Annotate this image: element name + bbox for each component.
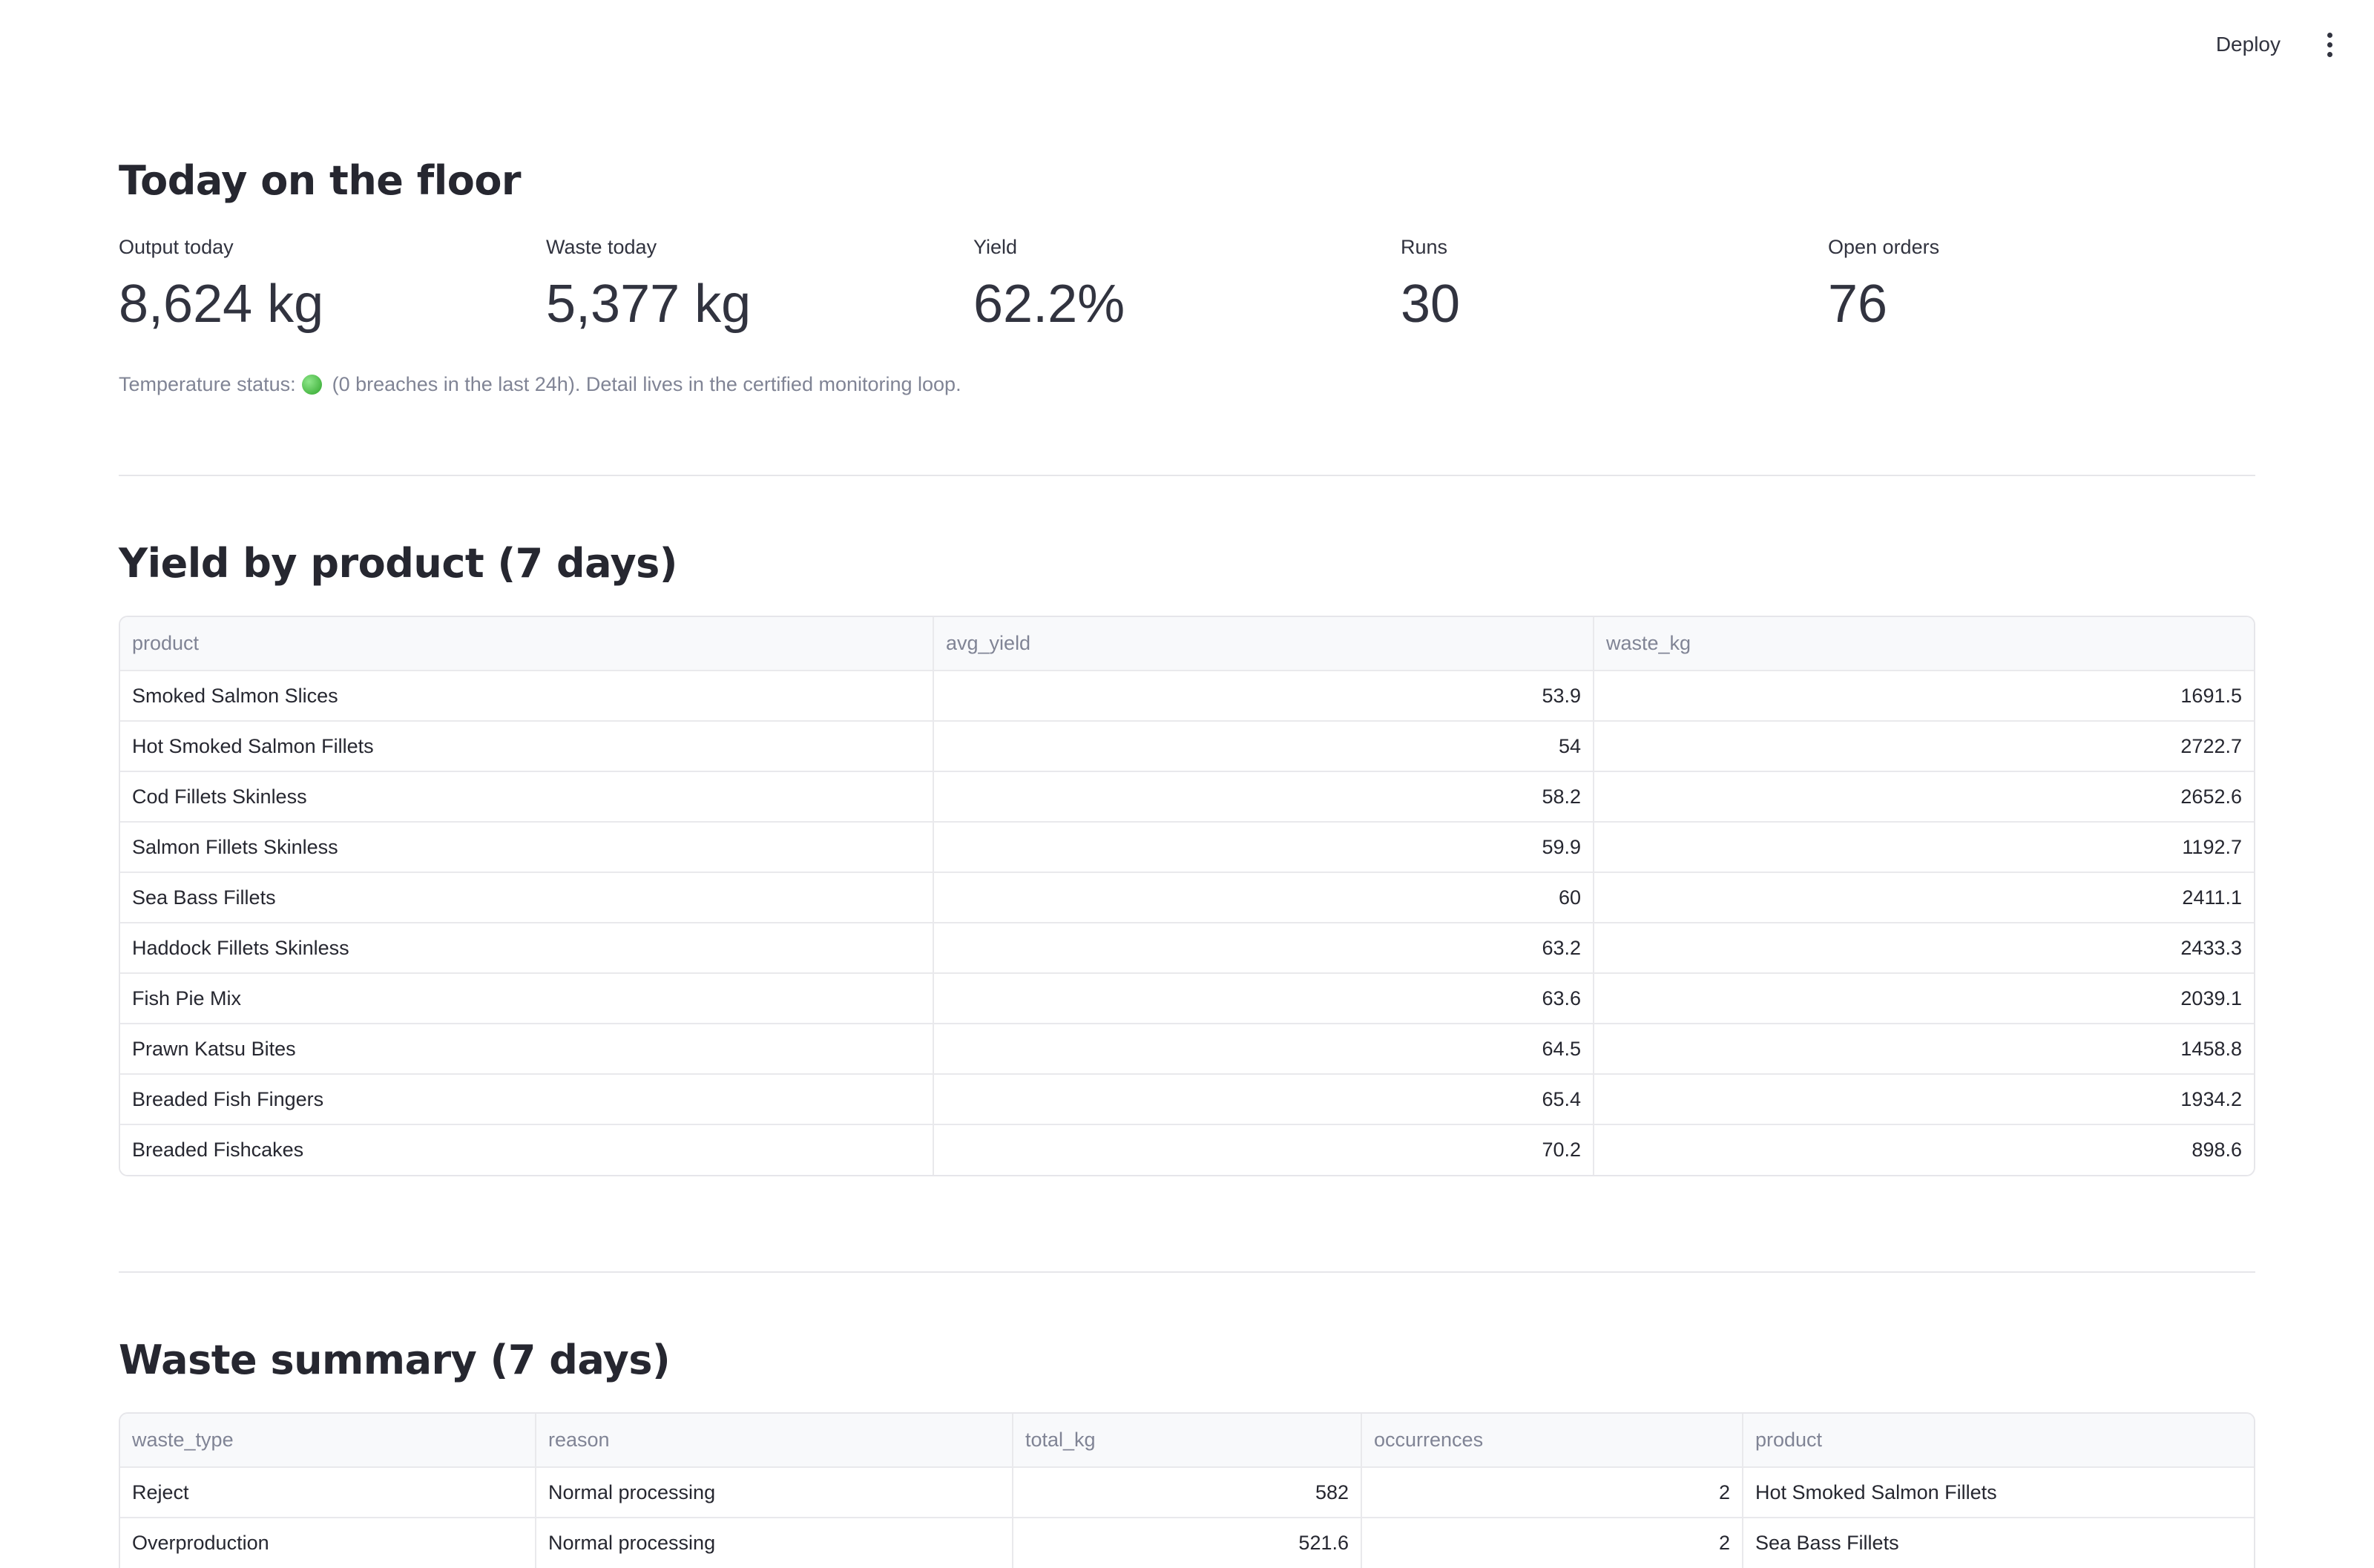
table-row: Breaded Fishcakes 70.2 898.6	[120, 1124, 2254, 1175]
table-cell[interactable]: 2411.1	[1594, 872, 2254, 923]
column-header-avg-yield[interactable]: avg_yield	[933, 617, 1594, 671]
yield-table[interactable]: product avg_yield waste_kg Smoked Salmon…	[119, 616, 2255, 1176]
metric-runs: Runs 30	[1401, 236, 1828, 331]
table-cell[interactable]: Haddock Fillets Skinless	[120, 923, 934, 974]
table-cell[interactable]: Sea Bass Fillets	[120, 872, 934, 923]
table-row: Fish Pie Mix 63.6 2039.1	[120, 973, 2254, 1024]
table-cell[interactable]: 70.2	[933, 1124, 1594, 1175]
waste-table-title: Waste summary (7 days)	[119, 1337, 671, 1383]
table-cell[interactable]: Salmon Fillets Skinless	[120, 822, 934, 873]
yield-table-title: Yield by product (7 days)	[119, 540, 677, 587]
kebab-dot	[2327, 32, 2332, 38]
today-title: Today on the floor	[119, 157, 522, 204]
kebab-dot	[2327, 51, 2332, 57]
table-cell[interactable]: Breaded Fishcakes	[120, 1124, 934, 1175]
table-cell[interactable]: Smoked Salmon Slices	[120, 671, 934, 722]
table-cell[interactable]: 582	[1013, 1467, 1362, 1518]
table-row: Cod Fillets Skinless 58.2 2652.6	[120, 771, 2254, 823]
table-cell[interactable]: 521.6	[1013, 1518, 1362, 1568]
column-header-product[interactable]: product	[1743, 1414, 2254, 1468]
table-cell[interactable]: 2	[1361, 1518, 1743, 1568]
metric-value: 62.2%	[973, 274, 1125, 334]
metric-output: Output today 8,624 kg	[119, 236, 546, 331]
table-cell[interactable]: 60	[933, 872, 1594, 923]
table-row: Prawn Katsu Bites 64.5 1458.8	[120, 1024, 2254, 1075]
column-header-waste-kg[interactable]: waste_kg	[1594, 617, 2254, 671]
kebab-dot	[2327, 42, 2332, 47]
column-header-waste-type[interactable]: waste_type	[120, 1414, 536, 1468]
table-cell[interactable]: 58.2	[933, 771, 1594, 823]
table-cell[interactable]: 64.5	[933, 1024, 1594, 1075]
metric-open-orders: Open orders 76	[1828, 236, 2255, 331]
table-cell[interactable]: 898.6	[1594, 1124, 2254, 1175]
table-cell[interactable]: Breaded Fish Fingers	[120, 1074, 934, 1125]
column-header-reason[interactable]: reason	[536, 1414, 1013, 1468]
table-header-row: product avg_yield waste_kg	[120, 617, 2254, 671]
table-row: Hot Smoked Salmon Fillets 54 2722.7	[120, 721, 2254, 772]
metric-label: Open orders	[1828, 236, 1940, 258]
table-row: Haddock Fillets Skinless 63.2 2433.3	[120, 923, 2254, 974]
table-cell[interactable]: 2722.7	[1594, 721, 2254, 772]
table-cell[interactable]: 2039.1	[1594, 973, 2254, 1024]
table-row: Sea Bass Fillets 60 2411.1	[120, 872, 2254, 923]
temperature-status-caption: Temperature status: (0 breaches in the l…	[119, 373, 961, 396]
table-cell[interactable]: 1691.5	[1594, 671, 2254, 722]
waste-table[interactable]: waste_type reason total_kg occurrences p…	[119, 1412, 2255, 1568]
temperature-status-detail: (0 breaches in the last 24h). Detail liv…	[332, 373, 961, 395]
table-cell[interactable]: 1458.8	[1594, 1024, 2254, 1075]
metrics-row: Output today 8,624 kg Waste today 5,377 …	[119, 236, 2255, 331]
divider	[119, 1271, 2255, 1273]
table-cell[interactable]: 63.2	[933, 923, 1594, 974]
metric-label: Waste today	[546, 236, 657, 258]
table-cell[interactable]: Hot Smoked Salmon Fillets	[120, 721, 934, 772]
green-circle-icon	[301, 375, 322, 395]
temperature-status-prefix: Temperature status:	[119, 373, 296, 395]
table-cell[interactable]: 2	[1361, 1467, 1743, 1518]
table-cell[interactable]: Sea Bass Fillets	[1743, 1518, 2254, 1568]
metric-label: Runs	[1401, 236, 1448, 258]
table-row: Breaded Fish Fingers 65.4 1934.2	[120, 1074, 2254, 1125]
table-cell[interactable]: 63.6	[933, 973, 1594, 1024]
table-row: Smoked Salmon Slices 53.9 1691.5	[120, 671, 2254, 722]
deploy-button[interactable]: Deploy	[2215, 33, 2281, 56]
metric-waste: Waste today 5,377 kg	[546, 236, 973, 331]
table-cell[interactable]: Cod Fillets Skinless	[120, 771, 934, 823]
metric-value: 30	[1401, 274, 1461, 334]
metric-label: Output today	[119, 236, 234, 258]
divider	[119, 475, 2255, 476]
table-cell[interactable]: 1192.7	[1594, 822, 2254, 873]
table-cell[interactable]: Prawn Katsu Bites	[120, 1024, 934, 1075]
table-row: Reject Normal processing 582 2 Hot Smoke…	[120, 1467, 2254, 1518]
table-cell[interactable]: Fish Pie Mix	[120, 973, 934, 1024]
table-cell[interactable]: Reject	[120, 1467, 536, 1518]
metric-value: 76	[1828, 274, 1888, 334]
table-cell[interactable]: 54	[933, 721, 1594, 772]
table-header-row: waste_type reason total_kg occurrences p…	[120, 1414, 2254, 1468]
column-header-product[interactable]: product	[120, 617, 934, 671]
kebab-menu-icon[interactable]	[2315, 30, 2344, 59]
metric-value: 5,377 kg	[546, 274, 752, 334]
table-cell[interactable]: 2433.3	[1594, 923, 2254, 974]
metric-yield: Yield 62.2%	[973, 236, 1401, 331]
table-cell[interactable]: Hot Smoked Salmon Fillets	[1743, 1467, 2254, 1518]
top-toolbar: Deploy	[0, 0, 2374, 89]
table-cell[interactable]: Normal processing	[536, 1518, 1013, 1568]
table-cell[interactable]: Overproduction	[120, 1518, 536, 1568]
table-cell[interactable]: Normal processing	[536, 1467, 1013, 1518]
table-cell[interactable]: 65.4	[933, 1074, 1594, 1125]
metric-label: Yield	[973, 236, 1018, 258]
table-cell[interactable]: 59.9	[933, 822, 1594, 873]
table-cell[interactable]: 1934.2	[1594, 1074, 2254, 1125]
table-cell[interactable]: 53.9	[933, 671, 1594, 722]
metric-value: 8,624 kg	[119, 274, 324, 334]
column-header-total-kg[interactable]: total_kg	[1013, 1414, 1362, 1468]
table-cell[interactable]: 2652.6	[1594, 771, 2254, 823]
table-row: Overproduction Normal processing 521.6 2…	[120, 1518, 2254, 1568]
column-header-occurrences[interactable]: occurrences	[1361, 1414, 1743, 1468]
table-row: Salmon Fillets Skinless 59.9 1192.7	[120, 822, 2254, 873]
